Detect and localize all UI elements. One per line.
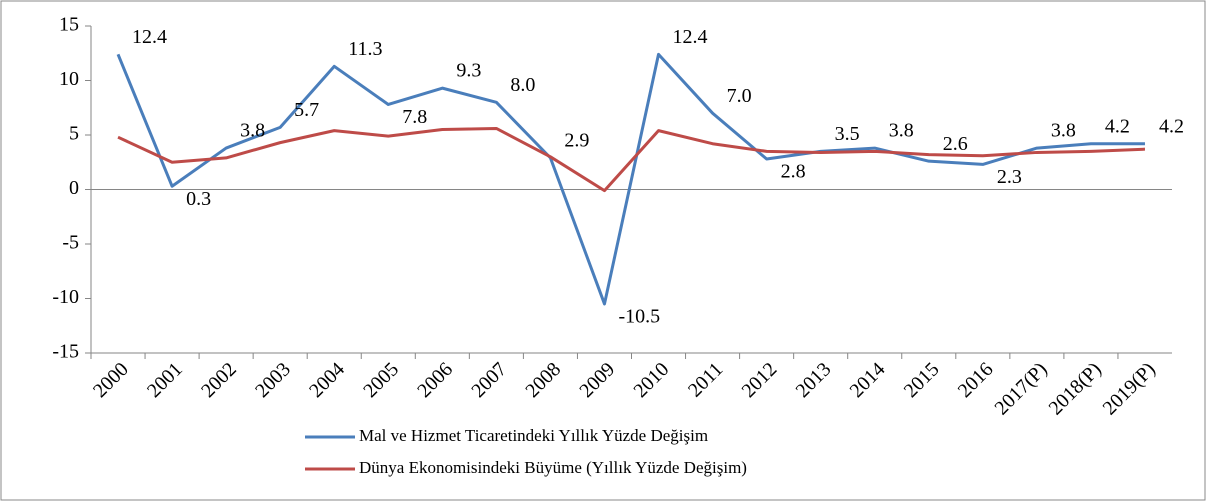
data-label: 2.3 — [997, 166, 1022, 188]
data-label: 2.6 — [943, 133, 968, 155]
data-label: 2.9 — [564, 129, 589, 151]
data-label: 7.8 — [402, 106, 427, 128]
data-label: 3.5 — [835, 123, 860, 145]
data-label: 2.8 — [781, 161, 806, 183]
legend-label: Dünya Ekonomisindeki Büyüme (Yıllık Yüzd… — [359, 458, 747, 477]
data-label: 9.3 — [456, 60, 481, 82]
data-label: 12.4 — [673, 26, 708, 48]
data-label: 0.3 — [186, 188, 211, 210]
data-label: 5.7 — [294, 99, 319, 121]
y-tick-label: 15 — [59, 14, 79, 36]
series-line — [116, 52, 1145, 306]
series-line — [117, 126, 1146, 193]
data-label: 4.2 — [1105, 115, 1130, 137]
data-label: 3.8 — [240, 120, 265, 142]
data-label: 8.0 — [510, 74, 535, 96]
data-label: 3.8 — [889, 120, 914, 142]
data-label: 12.4 — [132, 26, 167, 48]
y-tick-label: -5 — [62, 232, 79, 254]
y-tick-label: 5 — [69, 123, 79, 145]
y-tick-label: 10 — [59, 68, 79, 90]
legend-label: Mal ve Hizmet Ticaretindeki Yıllık Yüzde… — [359, 426, 708, 445]
data-label: -10.5 — [618, 306, 660, 328]
data-label: 7.0 — [727, 85, 752, 107]
data-label: 3.8 — [1051, 120, 1076, 142]
data-label: 11.3 — [348, 38, 382, 60]
y-tick-label: -15 — [52, 341, 79, 363]
data-label: 4.2 — [1159, 115, 1184, 137]
y-tick-label: -10 — [52, 286, 79, 308]
y-tick-label: 0 — [69, 177, 79, 199]
